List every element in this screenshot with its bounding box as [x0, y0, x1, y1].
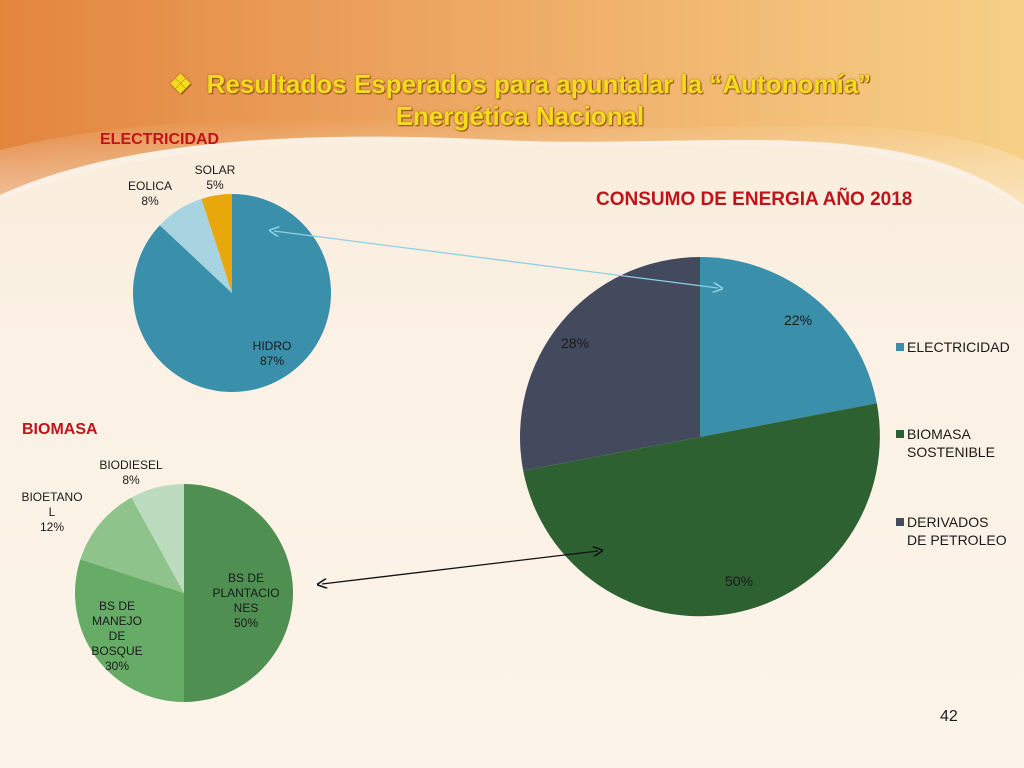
legend-swatch — [896, 343, 904, 351]
slice-label-hidro: HIDRO 87% — [244, 339, 300, 369]
slice-label-biodiesel: BIODIESEL 8% — [88, 458, 174, 488]
biomass-heading: BIOMASA — [22, 421, 98, 438]
pie-slice-electricidad — [700, 257, 877, 437]
slice-name-line: NES — [233, 601, 259, 615]
legend-label: ELECTRICIDAD — [907, 339, 1010, 355]
slice-name-line: BOSQUE — [91, 644, 143, 658]
electricity-heading: ELECTRICIDAD — [100, 131, 220, 148]
pie-slice-bs-de-manejo-de-bosque — [74, 559, 184, 703]
slice-name-line: BIOETANO — [21, 490, 83, 504]
pie-slice-eolica — [159, 198, 232, 293]
title-line-1: Resultados Esperados para apuntalar la “… — [206, 69, 872, 99]
title-line-2: Energética Nacional — [395, 101, 645, 131]
slice-label-manejo-bosque: BS DE MANEJO DE BOSQUE 30% — [78, 599, 156, 674]
slice-percent: 12% — [39, 520, 65, 534]
electricity-link-arrow — [274, 231, 718, 288]
slice-percent: 87% — [259, 354, 285, 368]
slice-name-line: PLANTACIO — [212, 586, 280, 600]
slice-name-line: BS DE — [98, 599, 135, 613]
slice-name: EOLICA — [127, 179, 172, 193]
pie-slice-biomasa-sostenible — [523, 403, 880, 617]
slice-label-plantaciones: BS DE PLANTACIO NES 50% — [204, 571, 288, 631]
consumption-pie — [520, 257, 880, 617]
slice-label-bioetanol: BIOETANO L 12% — [10, 490, 94, 535]
slice-name: HIDRO — [252, 339, 292, 353]
slice-name-line: MANEJO — [91, 614, 142, 628]
slice-percent-derivados: 28% — [561, 335, 590, 351]
electricity-pie — [132, 194, 331, 393]
consumption-title: CONSUMO DE ENERGIA AÑO 2018 — [596, 189, 913, 210]
pie-slice-biodiesel — [131, 483, 184, 593]
page-number: 42 — [940, 708, 958, 725]
legend-label: BIOMASA SOSTENIBLE — [907, 425, 1024, 461]
slice-label-solar: SOLAR 5% — [188, 163, 242, 193]
slice-name-line: BS DE — [227, 571, 264, 585]
header-band — [0, 0, 1024, 205]
pie-slice-solar — [201, 194, 232, 293]
slice-percent: 8% — [122, 473, 140, 487]
slice-percent-biomasa: 50% — [725, 573, 754, 589]
legend-label-line: SOSTENIBLE — [907, 444, 995, 460]
legend-label-line: DE PETROLEO — [907, 532, 1007, 548]
pie-slice-bs-de-plantaciones — [184, 484, 293, 702]
pie-slice-bioetanol — [80, 497, 184, 593]
legend-label-line: DERIVADOS — [907, 514, 989, 530]
biomass-link-arrow — [322, 551, 598, 584]
slice-label-eolica: EOLICA 8% — [120, 179, 180, 209]
slice-name: BIODIESEL — [99, 458, 163, 472]
slice-percent: 50% — [233, 616, 259, 630]
biomass-pie — [74, 483, 293, 703]
legend-swatch — [896, 430, 904, 438]
slice-percent: 30% — [104, 659, 130, 673]
legend-swatch — [896, 518, 904, 526]
slice-percent-electricidad: 22% — [784, 312, 813, 328]
pie-slice-derivados-de-petroleo — [520, 257, 700, 471]
legend-label: DERIVADOS DE PETROLEO — [907, 513, 1024, 549]
title-bullet-icon: ❖ — [168, 69, 193, 99]
slide-title: ❖ Resultados Esperados para apuntalar la… — [110, 68, 930, 132]
legend-label-line: BIOMASA — [907, 426, 971, 442]
slice-name-line: DE — [108, 629, 126, 643]
slice-name-line: L — [48, 505, 56, 519]
slice-percent: 5% — [206, 178, 224, 192]
header-band-fade — [0, 118, 1024, 210]
slice-name: SOLAR — [194, 163, 236, 177]
slice-percent: 8% — [141, 194, 159, 208]
